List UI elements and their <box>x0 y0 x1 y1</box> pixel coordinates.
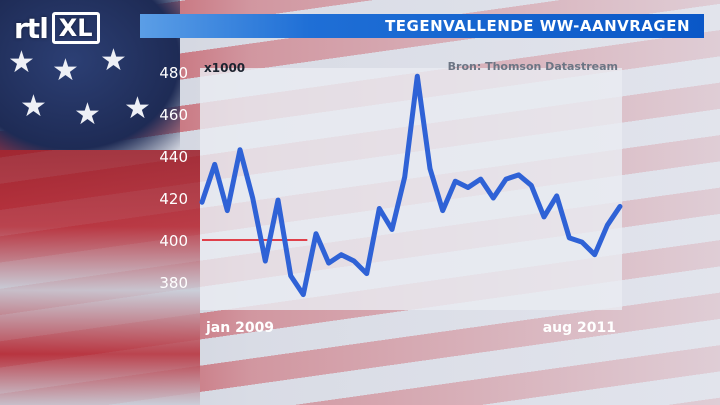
y-tick-label: 420 <box>159 190 188 208</box>
y-tick-label: 440 <box>159 148 188 166</box>
title-bar: TEGENVALLENDE WW-AANVRAGEN <box>140 14 704 38</box>
star-icon: ★ <box>8 45 35 80</box>
y-axis-ticks: 380 400 420 440 460 480 <box>159 64 188 292</box>
unit-label: x1000 <box>204 61 245 75</box>
flag-stripes <box>0 150 200 405</box>
logo-xl-text: XL <box>51 12 100 44</box>
star-icon: ★ <box>20 89 47 124</box>
plot-panel <box>200 68 622 310</box>
logo-rtl-text: rtl <box>14 11 49 45</box>
star-icon: ★ <box>124 91 151 126</box>
star-icon: ★ <box>74 97 101 132</box>
series-line <box>199 73 623 298</box>
star-icon: ★ <box>52 53 79 88</box>
x-end-label: aug 2011 <box>543 320 616 336</box>
y-tick-label: 460 <box>159 106 188 124</box>
y-tick-label: 400 <box>159 232 188 250</box>
star-icon: ★ <box>100 43 127 78</box>
y-tick-label: 480 <box>159 64 188 82</box>
x-start-label: jan 2009 <box>205 320 274 336</box>
chart-title: TEGENVALLENDE WW-AANVRAGEN <box>385 17 690 35</box>
source-label: Bron: Thomson Datastream <box>448 60 618 73</box>
channel-logo: rtl XL <box>14 10 132 46</box>
y-tick-label: 380 <box>159 274 188 292</box>
